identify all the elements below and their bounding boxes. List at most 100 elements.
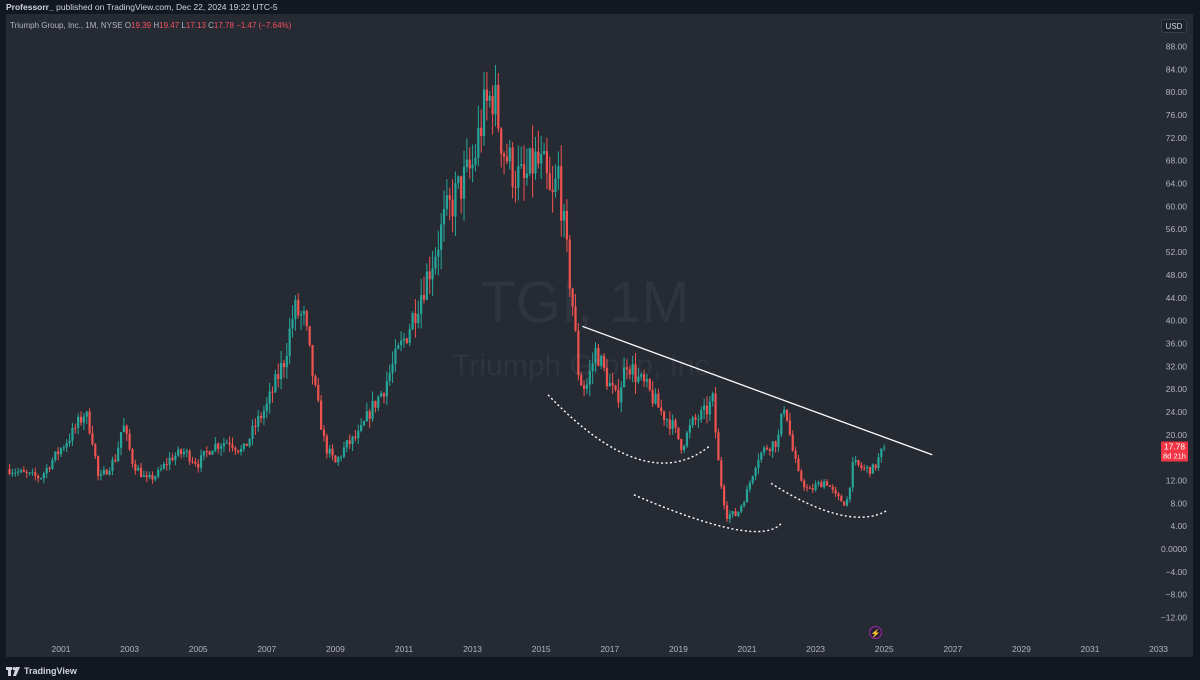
candle-body	[640, 374, 643, 377]
candle-body	[214, 443, 217, 451]
price-axis[interactable]: 88.00 84.00 80.00 76.00 72.00 68.00 64.00 60.00…	[1161, 42, 1188, 623]
candle-body	[848, 487, 851, 500]
lightning-icon[interactable]: ⚡	[869, 626, 882, 639]
candle	[485, 71, 488, 121]
candle	[528, 147, 531, 177]
candle	[94, 443, 97, 460]
candle	[125, 424, 128, 442]
currency-button[interactable]: USD	[1161, 19, 1187, 33]
candle-body	[131, 449, 134, 465]
candle-body	[279, 363, 283, 380]
candle-body	[188, 450, 191, 462]
candle	[683, 444, 686, 453]
candle	[19, 468, 23, 474]
candle-body	[688, 425, 691, 433]
legend-open-label: O	[124, 21, 132, 30]
candle	[471, 144, 474, 183]
candle	[491, 85, 494, 135]
candle-body	[594, 347, 597, 364]
candle-body	[691, 417, 694, 426]
legend-low: 17.13	[185, 21, 206, 30]
candle-body	[157, 469, 160, 477]
candle-body	[663, 411, 666, 420]
tradingview-logo[interactable]: TradingView	[6, 666, 77, 676]
candle-body	[805, 487, 809, 489]
candle-body	[425, 271, 428, 300]
candle-body	[85, 411, 88, 417]
candle-body	[251, 425, 254, 439]
candle-body	[108, 470, 111, 475]
candle-body	[411, 313, 414, 330]
candle	[668, 411, 671, 436]
candle-body	[774, 441, 777, 448]
candle-body	[434, 256, 437, 269]
candle-body	[440, 224, 443, 250]
candle-body	[685, 432, 689, 447]
candle-body	[677, 427, 680, 440]
candle-body	[657, 393, 660, 408]
candle-body	[871, 464, 874, 474]
drawings-layer	[547, 325, 933, 533]
price-tick-label: 48.00	[1166, 270, 1188, 280]
chart-area[interactable]	[6, 14, 1193, 657]
candle	[394, 339, 397, 372]
candle	[300, 310, 303, 331]
candle	[351, 435, 354, 452]
candle	[574, 293, 577, 332]
candle	[571, 287, 574, 317]
candle	[457, 175, 460, 189]
candle-body	[743, 502, 746, 506]
candle	[648, 378, 651, 392]
candle	[159, 464, 163, 472]
candle	[11, 468, 14, 477]
candle-body	[585, 384, 589, 389]
candle	[763, 445, 766, 456]
candle-body	[125, 425, 128, 434]
candle-body	[602, 355, 606, 368]
author-name[interactable]: Professorr_	[6, 2, 54, 12]
candle	[851, 456, 854, 493]
price-tick-label: 20.00	[1166, 430, 1188, 440]
candle	[754, 466, 757, 481]
candle	[88, 408, 91, 435]
candle	[179, 448, 183, 459]
candles-layer	[8, 64, 886, 524]
candle-body	[628, 369, 631, 375]
candle-body	[797, 458, 800, 471]
candle-body	[683, 446, 686, 451]
candle	[860, 462, 863, 471]
symbol-legend[interactable]: Triumph Group, Inc., 1M, NYSE O19.39 H19…	[10, 21, 291, 30]
tradingview-icon	[6, 666, 20, 676]
trendline	[582, 325, 933, 456]
candle-body	[239, 448, 243, 453]
candle	[74, 423, 77, 434]
candle-body	[117, 447, 120, 462]
candle-body	[502, 153, 506, 157]
candle	[65, 439, 68, 453]
candle-body	[37, 475, 40, 479]
candle	[880, 448, 883, 463]
candle-body	[62, 447, 65, 449]
price-tag-value: 17.78	[1164, 441, 1186, 451]
time-tick-label: 2011	[395, 644, 414, 654]
candle	[231, 437, 234, 452]
candle	[225, 439, 228, 444]
footer-brand: TradingView	[24, 666, 77, 676]
candle	[254, 418, 257, 435]
time-tick-label: 2001	[52, 644, 71, 654]
candle	[688, 419, 691, 439]
candle	[165, 458, 168, 471]
candle	[357, 424, 360, 444]
candle	[134, 459, 137, 475]
candle	[605, 358, 609, 390]
time-axis[interactable]: 2001 2003 2005 2007 2009 2011 2013 2015 2017 2019…	[52, 644, 1169, 654]
candle	[262, 405, 266, 426]
candle-body	[79, 416, 83, 423]
candle-body	[580, 375, 583, 386]
candle-body	[142, 475, 145, 477]
candle	[68, 433, 71, 447]
candle-body	[551, 189, 554, 193]
candle-body	[105, 469, 108, 475]
candle	[360, 418, 363, 433]
